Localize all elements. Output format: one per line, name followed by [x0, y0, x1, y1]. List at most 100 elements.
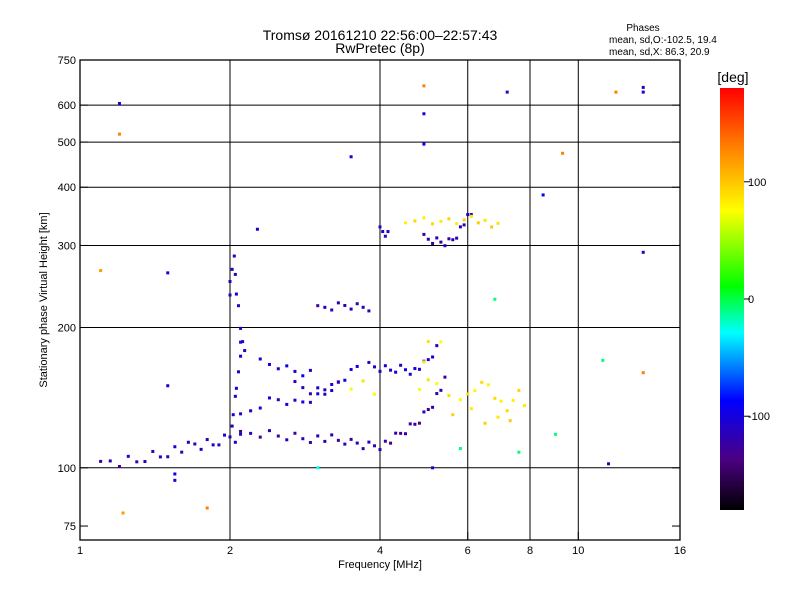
- trace-point: [301, 400, 305, 404]
- trace-point: [336, 438, 340, 442]
- trace-point: [383, 439, 387, 443]
- trace-point: [451, 238, 455, 242]
- trace-point: [389, 368, 393, 372]
- trace-point: [276, 367, 280, 371]
- trace-point: [228, 435, 232, 439]
- scatter-point: [641, 85, 645, 89]
- y-tick-label: 100: [58, 463, 76, 475]
- trace-point: [422, 410, 426, 414]
- trace-point: [117, 464, 121, 468]
- trace-point: [239, 429, 243, 433]
- trace-point: [439, 219, 443, 223]
- trace-point: [422, 360, 426, 364]
- trace-point: [316, 434, 320, 438]
- phases-x-line: mean, sd,X: 86.3, 20.9: [609, 47, 710, 58]
- trace-point: [426, 378, 430, 382]
- trace-point: [233, 272, 237, 276]
- y-tick-label: 300: [58, 240, 76, 252]
- colorbar: [720, 88, 744, 510]
- trace-point: [231, 413, 235, 417]
- trace-point: [285, 364, 289, 368]
- trace-point: [308, 440, 312, 444]
- trace-point: [301, 437, 305, 441]
- trace-point: [399, 363, 403, 367]
- trace-point: [462, 223, 466, 227]
- trace-point: [349, 437, 353, 441]
- scatter-point: [614, 90, 618, 94]
- scatter-point: [601, 358, 605, 362]
- y-tick-label: 400: [58, 182, 76, 194]
- trace-point: [241, 340, 245, 344]
- x-tick-label: 10: [572, 545, 584, 557]
- trace-point: [394, 370, 398, 374]
- trace-point: [228, 280, 232, 284]
- trace-point: [173, 445, 177, 449]
- trace-point: [499, 399, 503, 403]
- trace-point: [394, 431, 398, 435]
- trace-point: [308, 368, 312, 372]
- trace-point: [323, 439, 327, 443]
- trace-point: [408, 422, 412, 426]
- trace-point: [330, 382, 334, 386]
- scatter-point: [561, 151, 565, 155]
- trace-point: [458, 225, 462, 229]
- trace-point: [230, 424, 234, 428]
- trace-point: [143, 460, 147, 464]
- trace-point: [205, 438, 209, 442]
- trace-point: [323, 392, 327, 396]
- scatter-point: [117, 101, 121, 105]
- trace-point: [473, 389, 477, 393]
- trace-point: [462, 218, 466, 222]
- trace-point: [330, 308, 334, 312]
- trace-point: [199, 447, 203, 451]
- trace-point: [186, 440, 190, 444]
- trace-point: [435, 382, 439, 386]
- scatter-point: [641, 90, 645, 94]
- trace-point: [403, 432, 407, 436]
- trace-point: [308, 392, 312, 396]
- trace-point: [349, 307, 353, 311]
- y-tick-label: 75: [64, 521, 76, 533]
- colorbar-tick-label: -100: [748, 411, 770, 423]
- trace-point: [166, 455, 170, 459]
- trace-point: [469, 407, 473, 411]
- y-tick-label: 750: [58, 55, 76, 67]
- trace-point: [422, 216, 426, 220]
- scatter-point: [173, 472, 177, 476]
- trace-point: [336, 380, 340, 384]
- scatter-point: [205, 506, 209, 510]
- trace-point: [447, 217, 451, 221]
- trace-point: [399, 431, 403, 435]
- trace-point: [276, 398, 280, 402]
- trace-point: [232, 254, 236, 258]
- trace-point: [439, 388, 443, 392]
- trace-point: [378, 448, 382, 452]
- trace-point: [249, 431, 253, 435]
- scatter-point: [493, 297, 497, 301]
- trace-point: [466, 213, 470, 217]
- trace-point: [439, 340, 443, 344]
- trace-point: [330, 389, 334, 393]
- trace-point: [236, 370, 240, 374]
- trace-point: [381, 230, 385, 234]
- trace-point: [316, 392, 320, 396]
- trace-point: [233, 440, 237, 444]
- trace-point: [243, 349, 247, 353]
- trace-point: [293, 369, 297, 373]
- trace-point: [383, 364, 387, 368]
- trace-point: [355, 302, 359, 306]
- trace-point: [193, 442, 197, 446]
- trace-point: [517, 388, 521, 392]
- x-tick-label: 4: [377, 545, 383, 557]
- trace-point: [308, 400, 312, 404]
- scatter-point: [641, 250, 645, 254]
- trace-point: [373, 392, 377, 396]
- x-axis-label: Frequency [MHz]: [338, 559, 422, 571]
- trace-point: [403, 221, 407, 225]
- trace-point: [236, 304, 240, 308]
- trace-point: [378, 225, 382, 229]
- trace-point: [180, 450, 184, 454]
- trace-point: [431, 355, 435, 359]
- trace-point: [239, 326, 243, 330]
